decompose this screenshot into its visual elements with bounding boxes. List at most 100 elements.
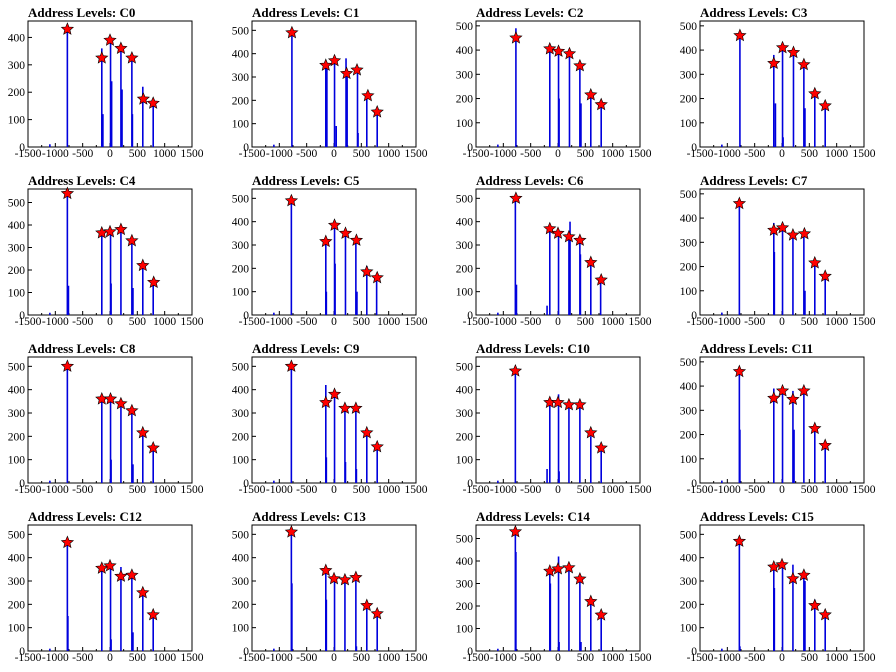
x-tick-label: -1500 bbox=[15, 652, 42, 664]
peak-marker-icon bbox=[509, 31, 523, 44]
panel-title: Address Levels: C4 bbox=[28, 173, 136, 188]
y-tick-label: 100 bbox=[8, 623, 26, 635]
peak-marker-icon bbox=[818, 269, 832, 282]
panel-title: Address Levels: C6 bbox=[476, 173, 584, 188]
x-tick-label: 1000 bbox=[601, 148, 624, 160]
y-tick-label: 500 bbox=[680, 189, 698, 201]
peak-marker-icon bbox=[319, 234, 333, 248]
panel-title: Address Levels: C2 bbox=[476, 5, 584, 20]
y-tick-label: 300 bbox=[680, 405, 698, 417]
peak-marker-icon bbox=[350, 63, 364, 76]
x-tick-label: -1000 bbox=[42, 484, 69, 496]
x-tick-label: -1500 bbox=[687, 148, 714, 160]
x-tick-label: -1000 bbox=[490, 652, 517, 664]
x-tick-label: 1000 bbox=[153, 484, 176, 496]
x-tick-label: -500 bbox=[520, 148, 541, 160]
x-tick-label: -500 bbox=[520, 484, 541, 496]
peak-marker-icon bbox=[60, 22, 75, 35]
peak-marker-icon bbox=[339, 66, 354, 80]
peak-marker-icon bbox=[767, 223, 781, 236]
x-tick-label: -1000 bbox=[266, 148, 293, 160]
x-tick-label: 1500 bbox=[405, 316, 428, 328]
y-tick-label: 100 bbox=[232, 287, 250, 299]
peak-marker-icon bbox=[327, 53, 342, 67]
y-tick-label: 300 bbox=[680, 237, 698, 249]
peak-marker-icon bbox=[360, 598, 374, 612]
x-tick-label: -1500 bbox=[463, 652, 490, 664]
x-tick-label: 500 bbox=[577, 652, 595, 664]
x-tick-label: 1000 bbox=[825, 484, 848, 496]
y-tick-label: 500 bbox=[232, 361, 250, 373]
x-tick-label: 500 bbox=[353, 316, 371, 328]
histogram-plot: -1500 -1000 -500 0 500 1000 1500 0 100 200 300 400 5… bbox=[8, 524, 204, 664]
peak-marker-icon bbox=[60, 359, 75, 372]
histogram-panel: Address Levels: C3 -1500 -1000 -500 0 500 1000… bbox=[672, 0, 896, 168]
y-tick-label: 0 bbox=[243, 142, 249, 154]
y-tick-label: 400 bbox=[232, 553, 250, 565]
x-tick-label: 1000 bbox=[153, 652, 176, 664]
y-tick-label: 400 bbox=[8, 220, 26, 232]
peak-marker-icon bbox=[786, 45, 801, 59]
peak-marker-icon bbox=[594, 441, 608, 454]
panel-title: Address Levels: C15 bbox=[700, 509, 814, 524]
x-tick-label: -1000 bbox=[490, 316, 517, 328]
x-tick-label: 500 bbox=[129, 148, 147, 160]
panel-title: Address Levels: C10 bbox=[476, 341, 590, 356]
x-tick-label: -500 bbox=[72, 652, 93, 664]
x-tick-label: -1500 bbox=[463, 148, 490, 160]
y-tick-label: 400 bbox=[456, 556, 474, 568]
x-tick-label: -1500 bbox=[687, 316, 714, 328]
x-tick-label: -1500 bbox=[15, 316, 42, 328]
y-tick-label: 500 bbox=[680, 529, 698, 541]
x-tick-label: -1500 bbox=[687, 652, 714, 664]
histogram-plot: -1500 -1000 -500 0 500 1000 1500 0 100 200 300 400 5… bbox=[456, 188, 652, 328]
peak-marker-icon bbox=[775, 383, 790, 397]
y-tick-label: 500 bbox=[456, 21, 474, 33]
peak-marker-icon bbox=[103, 224, 117, 238]
x-tick-label: -1500 bbox=[15, 148, 42, 160]
peak-marker-icon bbox=[370, 439, 384, 453]
peak-marker-icon bbox=[146, 441, 160, 454]
y-tick-label: 500 bbox=[232, 529, 250, 541]
peak-marker-icon bbox=[808, 255, 822, 269]
panel-title: Address Levels: C14 bbox=[476, 509, 590, 524]
y-tick-label: 300 bbox=[232, 576, 250, 588]
x-tick-label: -1000 bbox=[266, 652, 293, 664]
x-tick-label: 0 bbox=[331, 652, 337, 664]
peak-marker-icon bbox=[284, 193, 299, 207]
x-tick-label: 0 bbox=[331, 148, 337, 160]
peak-marker-icon bbox=[573, 397, 587, 411]
peak-marker-icon bbox=[818, 438, 832, 452]
x-tick-label: -1000 bbox=[490, 484, 517, 496]
peak-marker-icon bbox=[775, 220, 790, 234]
x-tick-label: 1000 bbox=[377, 652, 400, 664]
peak-marker-icon bbox=[775, 40, 790, 54]
y-tick-label: 200 bbox=[232, 431, 250, 443]
peak-marker-icon bbox=[136, 92, 150, 105]
x-tick-label: -1000 bbox=[266, 316, 293, 328]
y-tick-label: 200 bbox=[680, 262, 698, 274]
peak-marker-icon bbox=[733, 28, 747, 42]
peak-marker-icon bbox=[786, 228, 800, 241]
panel-title: Address Levels: C3 bbox=[700, 5, 808, 20]
peak-marker-icon bbox=[786, 571, 800, 585]
peak-marker-icon bbox=[146, 96, 160, 109]
y-tick-label: 300 bbox=[456, 240, 474, 252]
y-tick-label: 100 bbox=[680, 454, 698, 466]
peak-marker-icon bbox=[125, 568, 139, 581]
x-tick-label: -500 bbox=[744, 316, 765, 328]
histogram-plot: -1500 -1000 -500 0 500 1000 1500 0 100 200 300 400 5… bbox=[680, 524, 876, 664]
x-tick-label: 0 bbox=[331, 316, 337, 328]
x-tick-label: 1500 bbox=[629, 484, 652, 496]
peak-marker-icon bbox=[767, 56, 781, 70]
histogram-plot: -1500 -1000 -500 0 500 1000 1500 0 100 200 300 400 5… bbox=[232, 188, 428, 328]
peak-marker-icon bbox=[797, 383, 811, 397]
x-tick-label: 1500 bbox=[181, 148, 204, 160]
y-tick-label: 100 bbox=[232, 623, 250, 635]
y-tick-label: 100 bbox=[8, 115, 26, 127]
x-tick-label: 1500 bbox=[853, 148, 876, 160]
y-tick-label: 0 bbox=[19, 142, 25, 154]
peak-marker-icon bbox=[284, 359, 299, 372]
x-tick-label: 500 bbox=[129, 316, 147, 328]
y-tick-label: 200 bbox=[680, 599, 698, 611]
